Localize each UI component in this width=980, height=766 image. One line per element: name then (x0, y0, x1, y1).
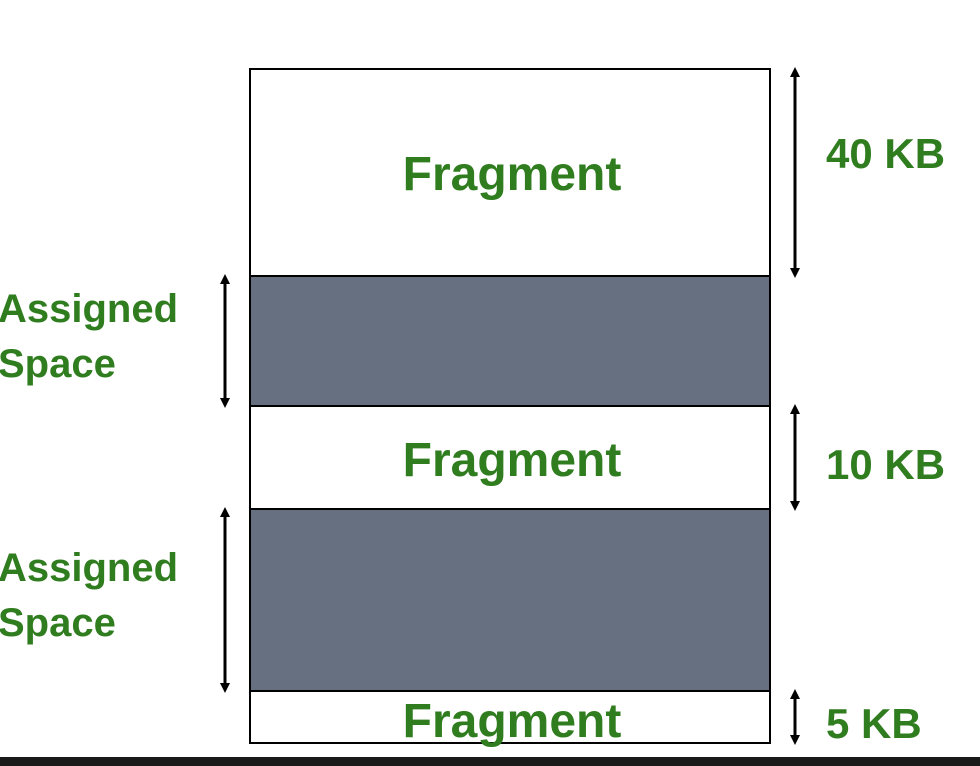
fragment-label-3: Fragment (403, 695, 622, 748)
size-label-5kb: 5 KB (826, 700, 922, 747)
assigned-block-2 (249, 508, 771, 692)
fragment-block-3 (249, 690, 771, 744)
fragment-label-1: Fragment (403, 148, 622, 201)
fragment-block-1 (249, 68, 771, 277)
assigned-label-2-line-2: Space (0, 601, 116, 645)
bottom-bar (0, 757, 980, 766)
size-label-40kb: 40 KB (826, 130, 945, 177)
fragment-block-2 (249, 405, 771, 510)
size-label-10kb: 10 KB (826, 441, 945, 488)
assigned-label-2-line-1: Assigned (0, 546, 178, 590)
assigned-label-1-line-2: Space (0, 342, 116, 386)
assigned-label-1-line-1: Assigned (0, 287, 178, 331)
fragment-label-2: Fragment (403, 434, 622, 487)
assigned-block-1 (249, 275, 771, 407)
